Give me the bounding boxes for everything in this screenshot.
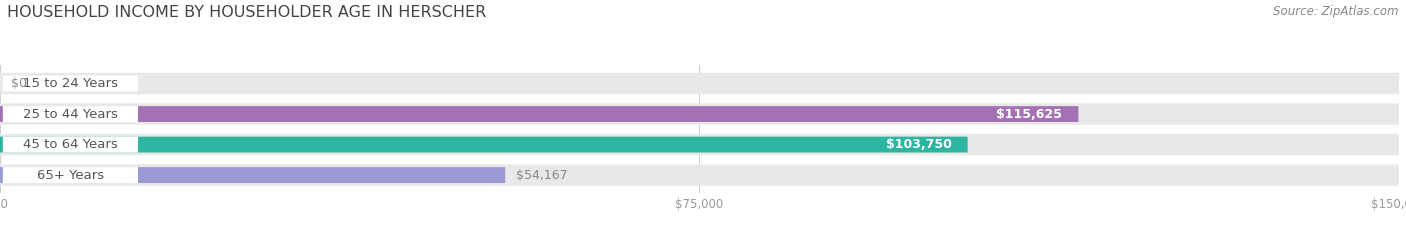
Text: HOUSEHOLD INCOME BY HOUSEHOLDER AGE IN HERSCHER: HOUSEHOLD INCOME BY HOUSEHOLDER AGE IN H… bbox=[7, 5, 486, 20]
FancyBboxPatch shape bbox=[0, 164, 1399, 186]
FancyBboxPatch shape bbox=[0, 103, 1399, 125]
Text: $103,750: $103,750 bbox=[886, 138, 952, 151]
FancyBboxPatch shape bbox=[875, 138, 963, 151]
Text: $115,625: $115,625 bbox=[997, 108, 1063, 120]
FancyBboxPatch shape bbox=[3, 75, 138, 92]
FancyBboxPatch shape bbox=[3, 167, 138, 183]
FancyBboxPatch shape bbox=[0, 134, 1399, 155]
Text: $0: $0 bbox=[11, 77, 27, 90]
FancyBboxPatch shape bbox=[3, 137, 138, 153]
Text: 45 to 64 Years: 45 to 64 Years bbox=[22, 138, 118, 151]
FancyBboxPatch shape bbox=[0, 167, 505, 183]
FancyBboxPatch shape bbox=[0, 137, 967, 153]
FancyBboxPatch shape bbox=[3, 106, 138, 122]
Text: $54,167: $54,167 bbox=[516, 169, 568, 182]
FancyBboxPatch shape bbox=[0, 106, 1078, 122]
Text: 25 to 44 Years: 25 to 44 Years bbox=[22, 108, 118, 120]
Text: 15 to 24 Years: 15 to 24 Years bbox=[22, 77, 118, 90]
Text: 65+ Years: 65+ Years bbox=[37, 169, 104, 182]
Text: Source: ZipAtlas.com: Source: ZipAtlas.com bbox=[1274, 5, 1399, 18]
FancyBboxPatch shape bbox=[0, 73, 1399, 94]
FancyBboxPatch shape bbox=[986, 108, 1074, 120]
